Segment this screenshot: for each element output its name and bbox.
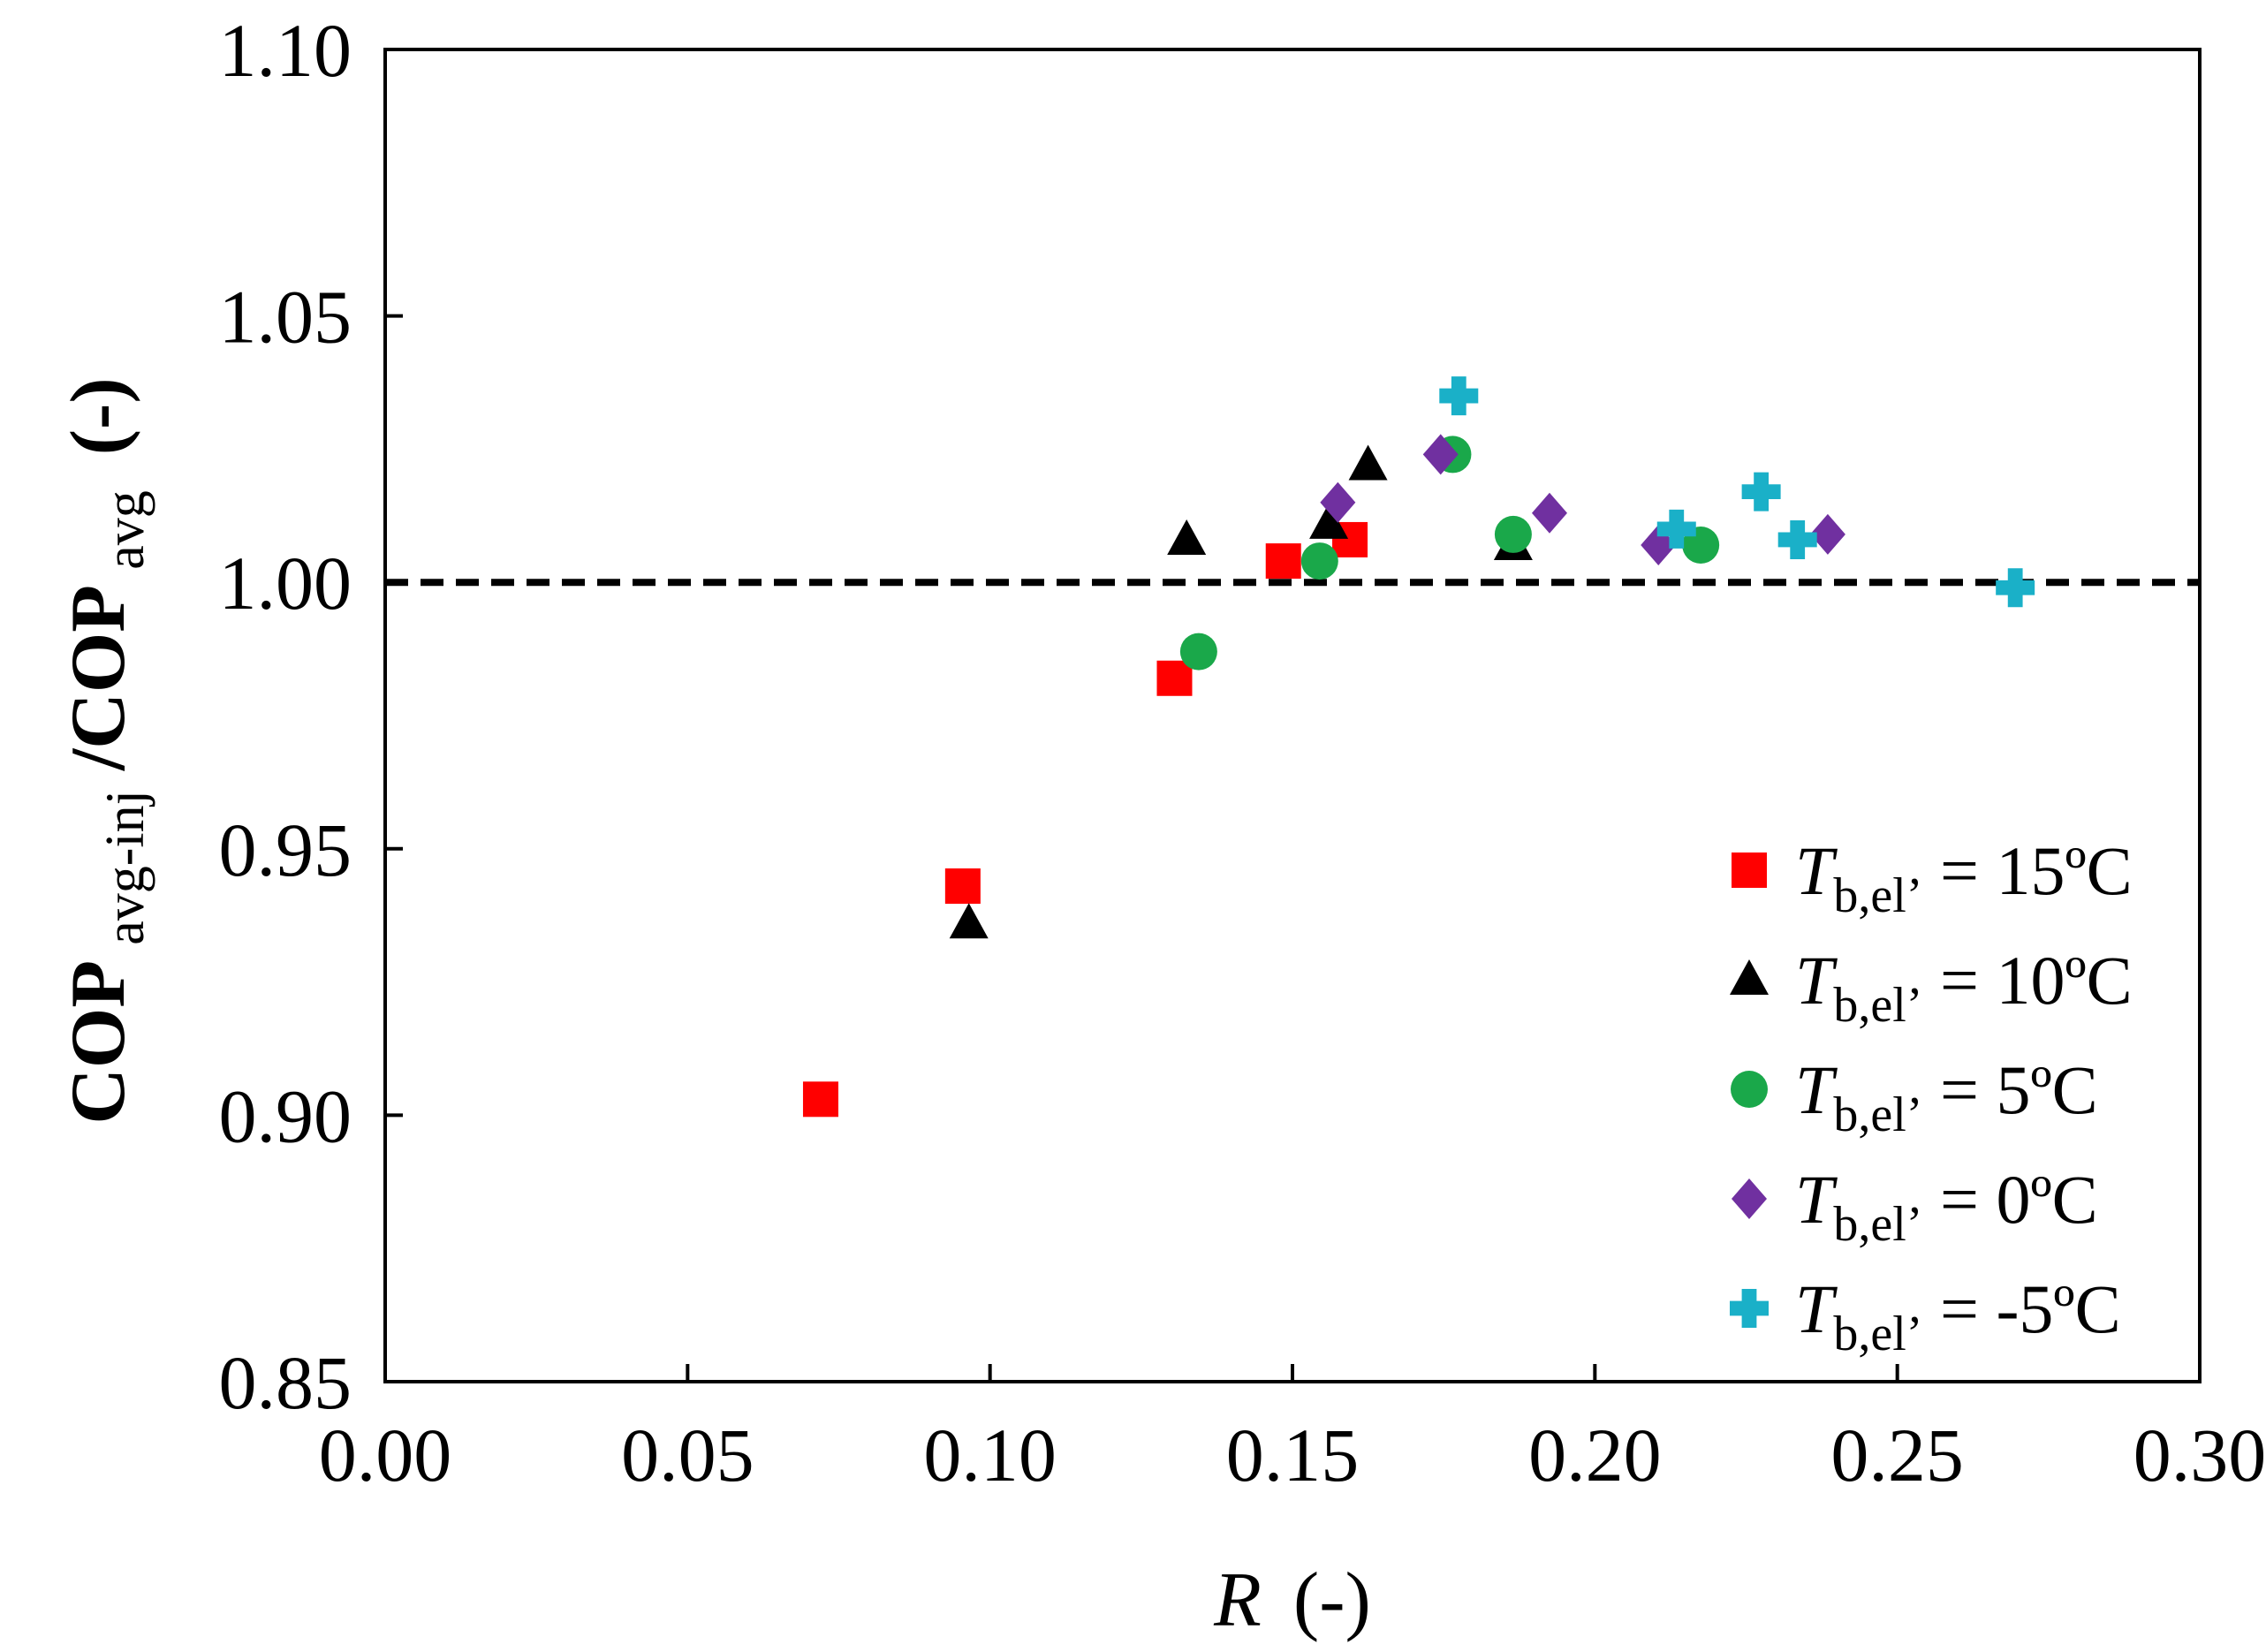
data-point: [1494, 515, 1532, 553]
x-axis-var: R: [1213, 1557, 1262, 1643]
data-point: [1300, 542, 1338, 580]
y-axis-sub-num: avg-inj: [95, 790, 155, 945]
data-point: [1309, 503, 1349, 539]
legend-item: Tb,el’ = 0ºC: [1732, 1161, 2098, 1252]
series-circle: [1179, 436, 1720, 671]
x-tick-label: 0.15: [1226, 1413, 1360, 1497]
data-point: [1439, 376, 1479, 416]
data-point: [1265, 543, 1301, 580]
x-tick-label: 0.10: [923, 1413, 1057, 1497]
y-axis-title: COP avg-inj /COP avg (-): [56, 377, 161, 1124]
x-tick-label: 0.25: [1830, 1413, 1964, 1497]
legend-item: Tb,el’ = 10ºC: [1730, 942, 2133, 1033]
series-diamond: [1320, 434, 1845, 565]
legend-item: Tb,el’ = 5ºC: [1731, 1051, 2098, 1142]
y-tick-label: 1.10: [219, 8, 352, 93]
legend: Tb,el’ = 15ºC Tb,el’ = 10ºC Tb,el’ = 5ºC Tb…: [1730, 832, 2133, 1361]
legend-marker: [1732, 853, 1767, 888]
series-triangle: [949, 444, 1533, 939]
data-point: [1531, 492, 1567, 534]
legend-marker: [1731, 1071, 1768, 1108]
legend-label: Tb,el’ = 0ºC: [1795, 1161, 2098, 1252]
data-point: [1777, 519, 1817, 559]
y-tick-label: 1.00: [219, 541, 352, 625]
data-point: [1167, 519, 1207, 555]
y-axis-unit: (-): [56, 377, 141, 455]
data-point: [1741, 472, 1781, 512]
data-point: [1809, 513, 1845, 555]
data-point: [944, 868, 981, 905]
legend-label: Tb,el’ = 5ºC: [1795, 1051, 2098, 1142]
y-axis-sub-den: avg: [95, 490, 155, 570]
legend-label: Tb,el’ = 10ºC: [1795, 942, 2133, 1033]
x-tick-label: 0.00: [319, 1413, 452, 1497]
data-point: [1179, 633, 1217, 671]
x-tick-label: 0.30: [2133, 1413, 2266, 1497]
x-tick-label: 0.05: [621, 1413, 754, 1497]
data-point: [1320, 481, 1356, 523]
y-axis-slash: /COP: [56, 587, 141, 771]
data-point: [949, 903, 989, 939]
y-tick-label: 0.85: [219, 1340, 352, 1425]
x-axis-title: R (-): [1213, 1557, 1371, 1643]
legend-marker: [1730, 1289, 1769, 1328]
legend-marker: [1732, 1178, 1767, 1219]
legend-item: Tb,el’ = 15ºC: [1732, 832, 2133, 923]
data-point: [1422, 434, 1459, 475]
x-tick-label: 0.20: [1528, 1413, 1662, 1497]
legend-marker: [1730, 959, 1769, 995]
data-point: [802, 1081, 838, 1118]
y-tick-label: 0.90: [219, 1073, 352, 1158]
series-plus: [1439, 376, 2035, 608]
data-point: [1348, 444, 1388, 481]
y-tick-label: 0.95: [219, 807, 352, 892]
y-axis-main: COP: [56, 962, 141, 1125]
data-point: [1656, 509, 1696, 549]
legend-label: Tb,el’ = -5ºC: [1795, 1270, 2121, 1361]
x-axis-unit: (-): [1293, 1557, 1371, 1643]
data-point: [1156, 660, 1193, 696]
data-point: [1996, 568, 2035, 608]
series-square: [802, 521, 1368, 1118]
legend-label: Tb,el’ = 15ºC: [1795, 832, 2133, 923]
y-tick-label: 1.05: [219, 275, 352, 360]
legend-item: Tb,el’ = -5ºC: [1730, 1270, 2121, 1361]
